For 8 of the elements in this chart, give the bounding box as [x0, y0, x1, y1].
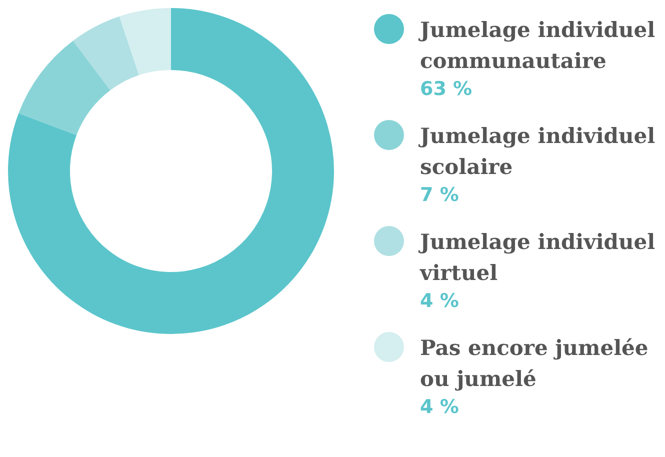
legend-label: Jumelage individuel communautaire: [420, 16, 656, 75]
legend-label: Jumelage individuel scolaire: [420, 122, 656, 181]
data-label: 7 %: [420, 183, 460, 208]
data-label: 4 %: [420, 395, 460, 420]
data-label: 4 %: [420, 289, 460, 314]
legend-label: Jumelage individuel virtuel: [420, 228, 656, 287]
data-label: 63 %: [420, 77, 474, 102]
legend-label: Pas encore jumelée ou jumelé: [420, 334, 650, 393]
